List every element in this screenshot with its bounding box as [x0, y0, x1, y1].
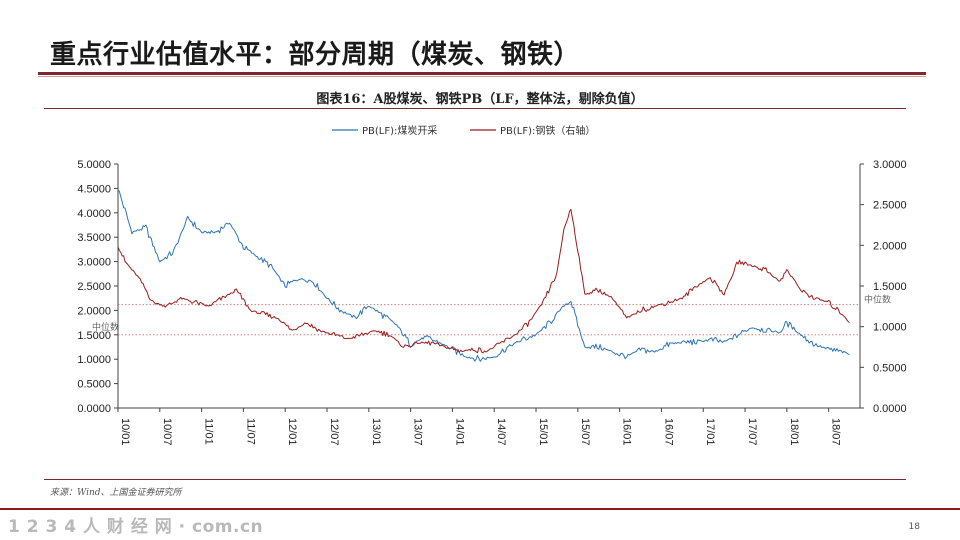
y-right-tick-label: 1.5000: [873, 281, 907, 293]
y-left-tick-label: 5.0000: [77, 159, 111, 171]
series-line-steel: [117, 208, 850, 354]
x-tick-label: 15/07: [579, 418, 591, 446]
x-tick-label: 14/07: [495, 418, 507, 446]
x-tick-label: 12/01: [286, 418, 298, 446]
y-right-tick-label: 0.5000: [873, 362, 907, 374]
footer-divider: [0, 508, 960, 510]
site-watermark: 1 2 3 4 人 财 经 网 · com.cn: [8, 517, 264, 537]
series-line-coal: [117, 189, 850, 362]
y-left-tick-label: 3.0000: [77, 257, 111, 269]
chart-caption: 图表16：A股煤炭、钢铁PB（LF，整体法，剔除负值）: [316, 92, 644, 107]
caption-divider: [44, 108, 906, 109]
x-tick-label: 13/01: [370, 418, 382, 446]
x-tick-label: 13/07: [412, 418, 424, 446]
y-right-tick-label: 2.5000: [873, 200, 907, 212]
x-tick-label: 14/01: [453, 418, 465, 446]
source-note: 来源：Wind、上国金证券研究所: [50, 488, 182, 498]
x-tick-label: 17/07: [746, 418, 758, 446]
x-tick-label: 10/07: [161, 418, 173, 446]
x-tick-label: 15/01: [537, 418, 549, 446]
title-divider-light: [38, 76, 926, 77]
y-left-tick-label: 0.0000: [77, 403, 111, 415]
y-left-tick-label: 4.5000: [77, 183, 111, 195]
legend-label-coal: PB(LF):煤炭开采: [362, 124, 437, 137]
x-tick-label: 16/01: [621, 418, 633, 446]
x-tick-label: 18/07: [830, 418, 842, 446]
slide-title: 重点行业估值水平：部分周期（煤炭、钢铁）: [50, 40, 581, 70]
y-left-tick-label: 1.0000: [77, 354, 111, 366]
source-divider: [44, 479, 906, 480]
median-label-right: 中位数: [864, 294, 891, 306]
x-tick-label: 16/07: [662, 418, 674, 446]
y-right-tick-label: 2.0000: [873, 240, 907, 252]
x-tick-label: 10/01: [119, 418, 131, 446]
x-tick-label: 18/01: [788, 418, 800, 446]
pb-line-chart: 0.0000 0.5000 1.0000 1.5000 2.0000 2.5000 3.00…: [77, 124, 907, 446]
y-right-tick-label: 3.0000: [873, 159, 907, 171]
title-divider: [38, 72, 926, 75]
legend-label-steel: PB(LF):钢铁（右轴）: [500, 124, 595, 137]
x-tick-label: 11/01: [203, 418, 215, 445]
y-left-tick-label: 2.0000: [77, 305, 111, 317]
median-label-left: 中位数: [92, 321, 119, 333]
y-left-tick-label: 4.0000: [77, 208, 111, 220]
page-number: 18: [908, 522, 920, 532]
x-tick-label: 17/01: [704, 418, 716, 446]
x-tick-label: 11/07: [244, 418, 256, 445]
x-tick-label: 12/07: [328, 418, 340, 446]
y-right-tick-label: 0.0000: [873, 403, 907, 415]
y-left-tick-label: 0.5000: [77, 379, 111, 391]
y-left-tick-label: 3.5000: [77, 232, 111, 244]
y-right-tick-label: 1.0000: [873, 322, 907, 334]
y-left-tick-label: 2.5000: [77, 281, 111, 293]
y-left-tick-label: 1.5000: [77, 330, 111, 342]
